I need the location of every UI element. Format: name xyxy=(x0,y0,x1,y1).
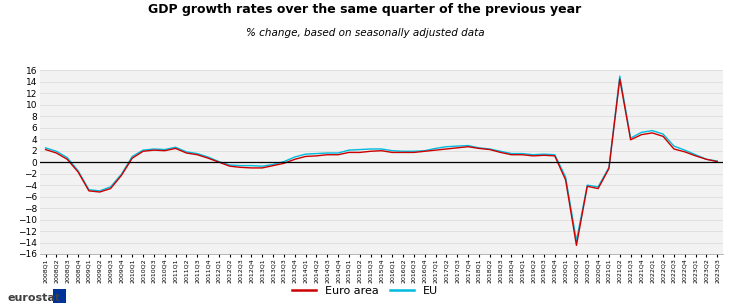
Text: eurostat: eurostat xyxy=(7,293,61,303)
Text: GDP growth rates over the same quarter of the previous year: GDP growth rates over the same quarter o… xyxy=(148,3,582,16)
Legend: Euro area, EU: Euro area, EU xyxy=(287,282,443,300)
Text: % change, based on seasonally adjusted data: % change, based on seasonally adjusted d… xyxy=(246,28,484,38)
